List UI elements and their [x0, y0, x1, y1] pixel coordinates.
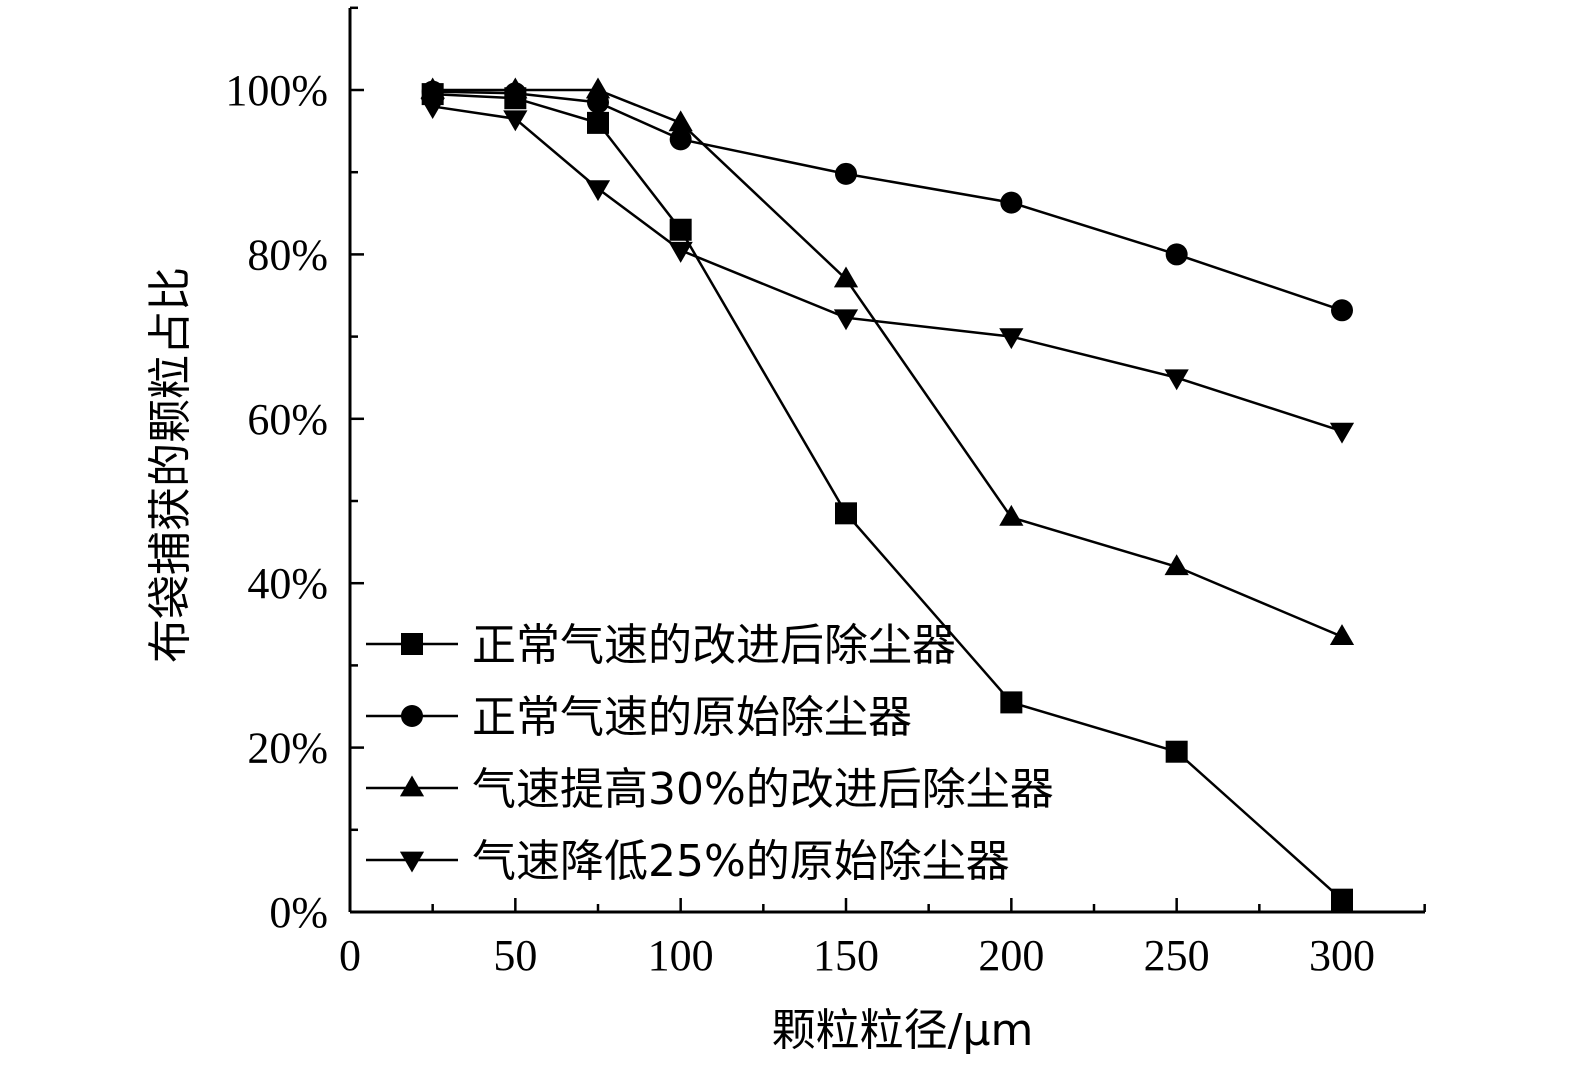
data-point-triangle-up: [503, 77, 528, 99]
data-point-square: [669, 218, 692, 241]
x-tick-label: 200: [978, 931, 1044, 980]
data-point-triangle-up: [833, 266, 859, 288]
series-circle: [421, 80, 1353, 322]
legend-marker-triangle-down: [399, 851, 425, 873]
legend-label: 正常气速的原始除尘器: [472, 692, 912, 743]
series-triangle-up: [420, 77, 1355, 645]
data-point-circle: [1331, 299, 1353, 322]
data-point-triangle-up: [1164, 554, 1189, 576]
series-line: [432, 90, 1343, 312]
x-tick-label: 0: [339, 931, 361, 980]
x-tick-label: 250: [1144, 931, 1210, 980]
data-point-square: [835, 502, 857, 525]
data-point-triangle-up: [999, 504, 1024, 526]
data-point-triangle-down: [1164, 369, 1189, 391]
data-point-triangle-up: [420, 77, 445, 99]
axes: 0% 20% 40% 60% 80% 100% 0 50 100 150 200 250 300: [225, 6, 1426, 980]
data-point-circle: [669, 128, 692, 151]
y-tick-label: 40%: [247, 559, 328, 608]
legend-item: 气速提高30%的改进后除尘器: [366, 764, 1054, 815]
x-tick-label: 300: [1309, 931, 1375, 980]
data-point-triangle-down: [668, 241, 693, 263]
x-tick-label: 100: [648, 931, 714, 980]
legend-marker-triangle-up: [399, 775, 425, 797]
legend-label: 气速降低25%的原始除尘器: [472, 836, 1010, 887]
legend: 正常气速的改进后除尘器正常气速的原始除尘器气速提高30%的改进后除尘器气速降低2…: [366, 620, 1054, 887]
data-point-circle: [1165, 243, 1188, 266]
y-tick-label: 80%: [247, 230, 328, 279]
data-point-triangle-up: [585, 77, 611, 99]
data-point-triangle-down: [999, 328, 1024, 350]
data-point-triangle-down: [420, 98, 445, 119]
data-point-triangle-up: [668, 110, 693, 132]
legend-item: 正常气速的原始除尘器: [366, 692, 912, 743]
y-tick-label: 60%: [247, 395, 328, 444]
data-point-triangle-up: [1329, 624, 1355, 645]
y-tick-label: 20%: [247, 724, 328, 773]
y-tick-label: 0%: [269, 888, 328, 937]
legend-label: 气速提高30%的改进后除尘器: [472, 764, 1054, 815]
data-point-circle: [835, 162, 857, 185]
series-line: [432, 88, 1343, 638]
legend-marker-circle: [401, 705, 423, 727]
data-point-triangle-down: [1329, 422, 1355, 444]
legend-marker-square: [401, 633, 423, 655]
x-axis-title: 颗粒粒径/μm: [772, 1005, 1034, 1056]
data-point-triangle-down: [503, 110, 528, 132]
y-tick-label: 100%: [225, 66, 328, 115]
data-point-square: [1165, 740, 1188, 763]
legend-label: 正常气速的改进后除尘器: [472, 620, 956, 671]
data-point-square: [587, 111, 609, 134]
x-tick-label: 50: [493, 931, 537, 980]
series-group: [420, 77, 1355, 911]
data-point-triangle-down: [585, 180, 611, 202]
data-point-square: [1000, 691, 1023, 714]
series-line: [432, 92, 1343, 901]
data-point-triangle-down: [833, 309, 859, 331]
data-point-square: [1331, 888, 1353, 911]
x-tick-label: 150: [813, 931, 879, 980]
series-triangle-down: [420, 98, 1355, 444]
legend-item: 气速降低25%的原始除尘器: [366, 836, 1010, 887]
data-point-circle: [1000, 191, 1023, 214]
series-line: [432, 105, 1343, 433]
legend-item: 正常气速的改进后除尘器: [366, 620, 956, 671]
y-axis-title: 布袋捕获的颗粒占比: [145, 267, 196, 663]
